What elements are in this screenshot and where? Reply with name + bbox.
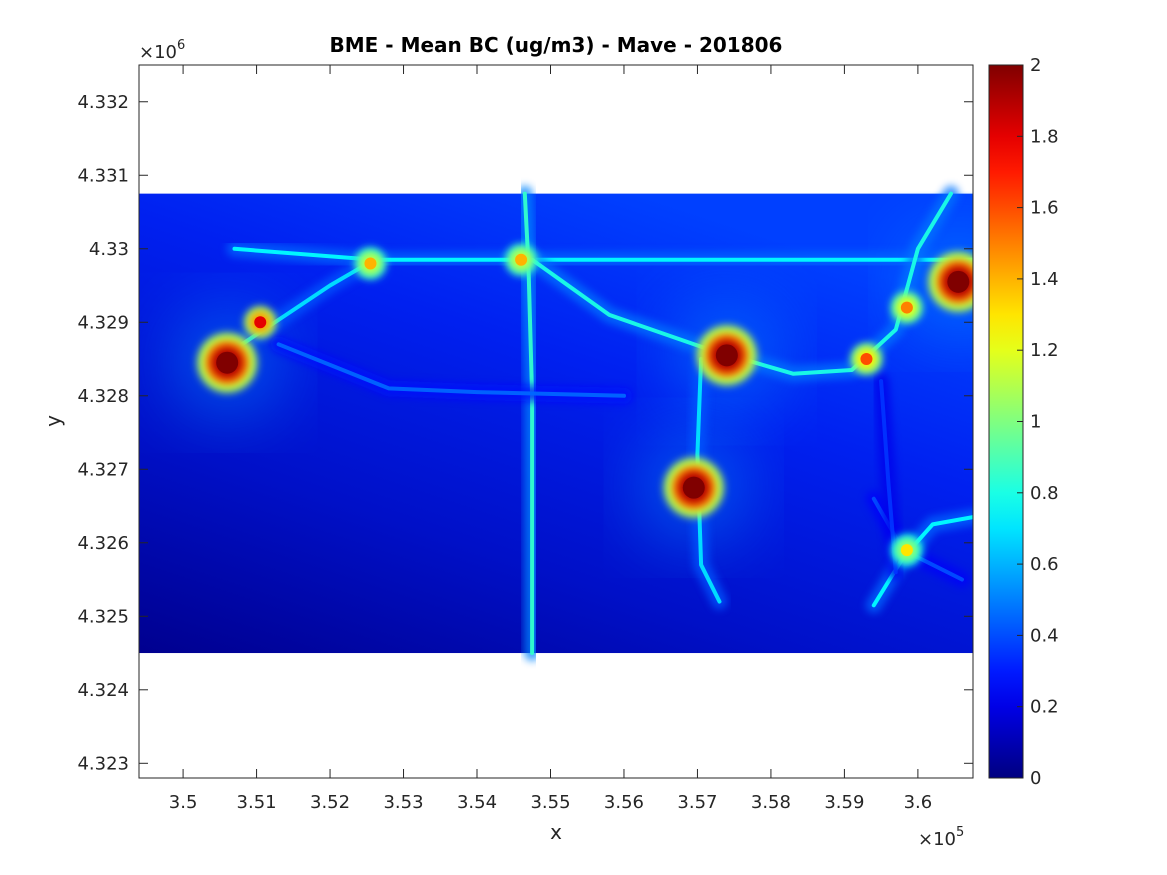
colorbar-tick-label: 0.4 (1030, 625, 1059, 646)
colorbar-axis: 0 0.2 0.4 0.6 0.8 1 1.2 1.4 1.6 1.8 2 (1017, 55, 1059, 789)
x-tick-label: 3.51 (237, 792, 277, 813)
y-tick-label: 4.326 (77, 533, 129, 554)
colorbar-tick-label: 1.6 (1030, 198, 1059, 219)
hotspot (682, 476, 705, 499)
y-axis-label: y (41, 415, 65, 427)
x-tick-label: 3.56 (604, 792, 644, 813)
colorbar-tick-label: 0.2 (1030, 697, 1059, 718)
hotspot (364, 257, 377, 270)
hotspot (860, 353, 873, 366)
road-segment (232, 246, 973, 262)
x-exponent: ×105 (918, 825, 964, 850)
x-tick-label: 3.57 (677, 792, 717, 813)
colorbar-tick-label: 0 (1030, 768, 1041, 789)
x-tick-label: 3.59 (824, 792, 864, 813)
y-tick-label: 4.325 (77, 606, 129, 627)
y-tick-label: 4.328 (77, 386, 129, 407)
y-tick-label: 4.323 (77, 753, 129, 774)
colorbar-tick-label: 1.2 (1030, 340, 1059, 361)
road-segment (276, 342, 626, 398)
hotspot (216, 351, 239, 374)
hotspot (947, 270, 970, 293)
hotspot (715, 344, 738, 367)
colorbar-tick-label: 0.6 (1030, 554, 1059, 575)
heatmap-image (139, 185, 973, 661)
hotspot (254, 316, 267, 329)
colorbar-tick-label: 2 (1030, 55, 1041, 76)
y-tick-label: 4.332 (77, 92, 129, 113)
x-axis-label: x (550, 820, 562, 844)
y-axis: 4.323 4.324 4.325 4.326 4.327 4.328 4.329 4.33 4… (77, 92, 973, 774)
y-exponent-power: 6 (177, 38, 185, 53)
y-tick-label: 4.331 (77, 165, 129, 186)
axes-box (138, 64, 974, 779)
road-segment (530, 191, 953, 376)
x-exponent-power: 5 (956, 825, 964, 840)
y-exponent: ×106 (139, 38, 185, 63)
x-tick-label: 3.6 (904, 792, 933, 813)
x-tick-label: 3.53 (383, 792, 423, 813)
road-segment (522, 191, 535, 655)
x-tick-label: 3.58 (751, 792, 791, 813)
x-tick-label: 3.5 (169, 792, 198, 813)
x-tick-label: 3.52 (310, 792, 350, 813)
svg-text:×105: ×105 (918, 825, 964, 850)
hotspot (515, 253, 528, 266)
colorbar-tick-label: 1.8 (1030, 126, 1059, 147)
x-tick-label: 3.54 (457, 792, 497, 813)
x-exponent-base: ×10 (918, 829, 956, 850)
y-exponent-base: ×10 (139, 42, 177, 63)
colorbar-tick-label: 1.4 (1030, 269, 1059, 290)
colorbar-tick-label: 1 (1030, 412, 1041, 433)
colorbar-tick-label: 0.8 (1030, 483, 1059, 504)
chart-title: BME - Mean BC (ug/m3) - Mave - 201806 (330, 33, 783, 57)
hotspot (900, 544, 913, 557)
y-tick-label: 4.33 (89, 239, 129, 260)
y-tick-label: 4.327 (77, 459, 129, 480)
y-tick-label: 4.324 (77, 680, 129, 701)
svg-text:×106: ×106 (139, 38, 185, 63)
x-tick-label: 3.55 (530, 792, 570, 813)
hotspot (900, 301, 913, 314)
x-axis: 3.5 3.51 3.52 3.53 3.54 3.55 3.56 3.57 3.58 3.59 3… (169, 65, 932, 813)
y-tick-label: 4.329 (77, 312, 129, 333)
